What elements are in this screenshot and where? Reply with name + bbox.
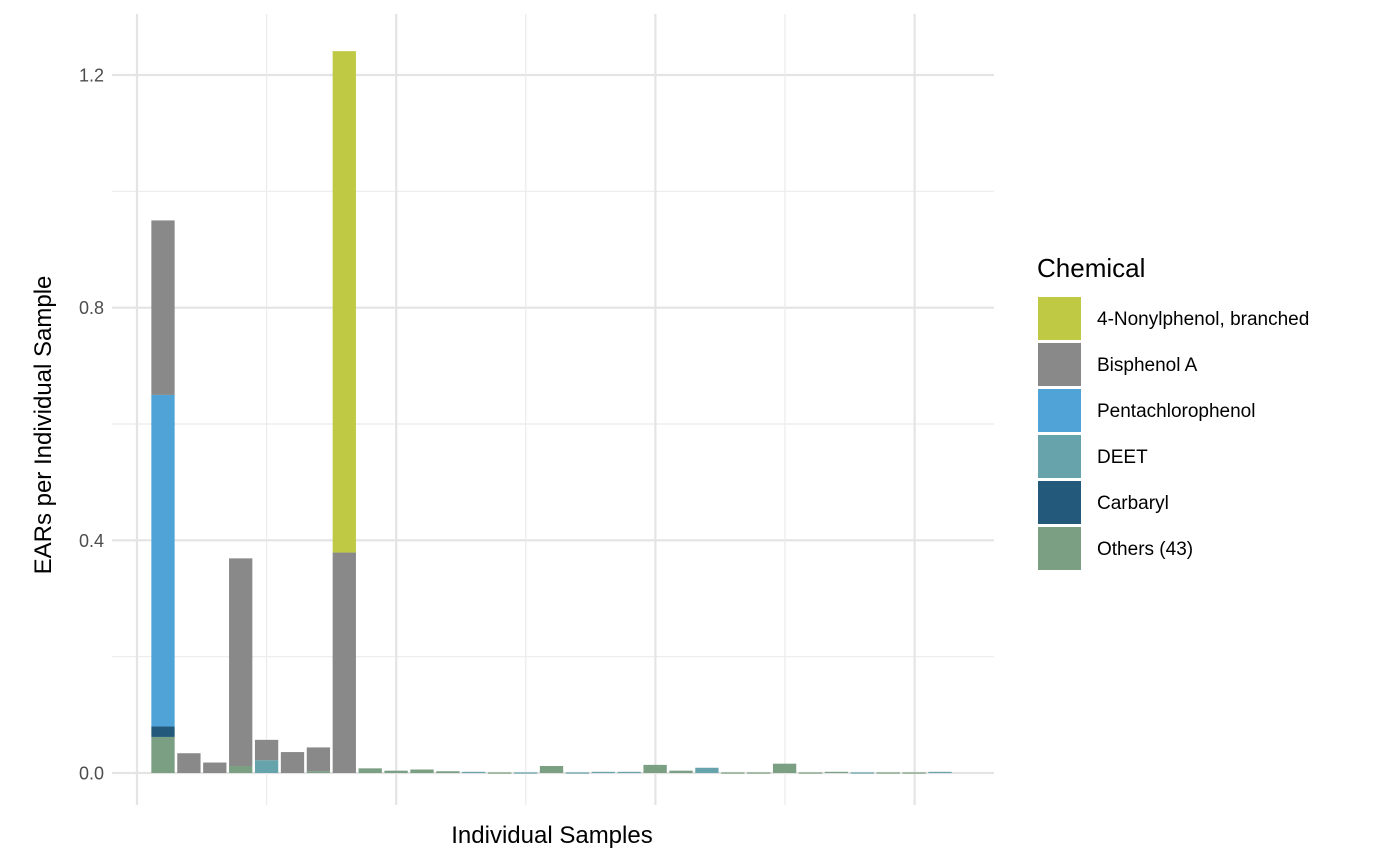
y-axis-tick-labels: 0.0 0.4 0.8 1.2 xyxy=(79,66,104,784)
bar-segment xyxy=(358,768,382,773)
bar-segment xyxy=(617,771,641,774)
bars-layer xyxy=(151,51,952,774)
bar-segment xyxy=(539,766,564,773)
legend-key xyxy=(1038,481,1081,524)
bar-segment xyxy=(643,764,667,773)
legend-label: Others (43) xyxy=(1097,539,1193,560)
bar-segment xyxy=(151,394,175,727)
legend-key xyxy=(1038,389,1081,432)
legend-key xyxy=(1038,527,1081,570)
legend-key xyxy=(1038,297,1081,340)
legend-label: Carbaryl xyxy=(1097,493,1169,514)
legend-label: Pentachlorophenol xyxy=(1097,401,1255,422)
bar-segment xyxy=(488,772,512,774)
y-tick-label: 1.2 xyxy=(79,66,104,86)
bar-segment xyxy=(254,760,279,773)
bar-segment xyxy=(332,51,356,553)
bar-segment xyxy=(332,552,356,773)
bar-segment xyxy=(203,762,227,773)
y-tick-label: 0.8 xyxy=(79,298,104,318)
bar-segment xyxy=(151,736,175,773)
bar-segment xyxy=(876,772,900,774)
bar-segment xyxy=(591,771,615,774)
bar-segment xyxy=(902,772,926,774)
bar-segment xyxy=(151,726,175,737)
bar-segment xyxy=(177,753,201,773)
legend: Chemical 4-Nonylphenol, branched Bispheno… xyxy=(1037,253,1309,570)
legend-label: 4-Nonylphenol, branched xyxy=(1097,309,1309,330)
bar-segment xyxy=(306,771,331,773)
bar-segment xyxy=(229,558,253,767)
legend-key xyxy=(1038,435,1081,478)
bar-segment xyxy=(695,767,719,773)
bar-segment xyxy=(254,739,279,761)
legend-key xyxy=(1038,343,1081,386)
bar-segment xyxy=(229,766,253,773)
bar-segment xyxy=(462,771,486,774)
bar-segment xyxy=(772,763,797,773)
bar-segment xyxy=(721,772,745,774)
legend-label: Bisphenol A xyxy=(1097,355,1198,376)
bar-segment xyxy=(410,769,434,773)
bar-segment xyxy=(565,772,590,774)
bar-segment xyxy=(850,772,874,774)
y-tick-label: 0.0 xyxy=(79,764,104,784)
bar-segment xyxy=(151,220,175,395)
plot-grid xyxy=(112,14,994,805)
bar-segment xyxy=(928,771,952,774)
bar-segment xyxy=(280,752,305,773)
bar-segment xyxy=(669,770,693,773)
bar-segment xyxy=(306,747,331,772)
bar-segment xyxy=(384,770,408,773)
bar-segment xyxy=(824,771,849,774)
legend-label: DEET xyxy=(1097,447,1148,468)
bar-segment xyxy=(436,771,460,773)
legend-title: Chemical xyxy=(1037,253,1145,283)
bar-segment xyxy=(513,772,538,774)
y-tick-label: 0.4 xyxy=(79,531,104,551)
x-axis-title: Individual Samples xyxy=(451,822,652,849)
bar-segment xyxy=(798,772,823,774)
y-axis-title: EARs per Individual Sample xyxy=(30,276,57,575)
bar-segment xyxy=(747,772,771,774)
